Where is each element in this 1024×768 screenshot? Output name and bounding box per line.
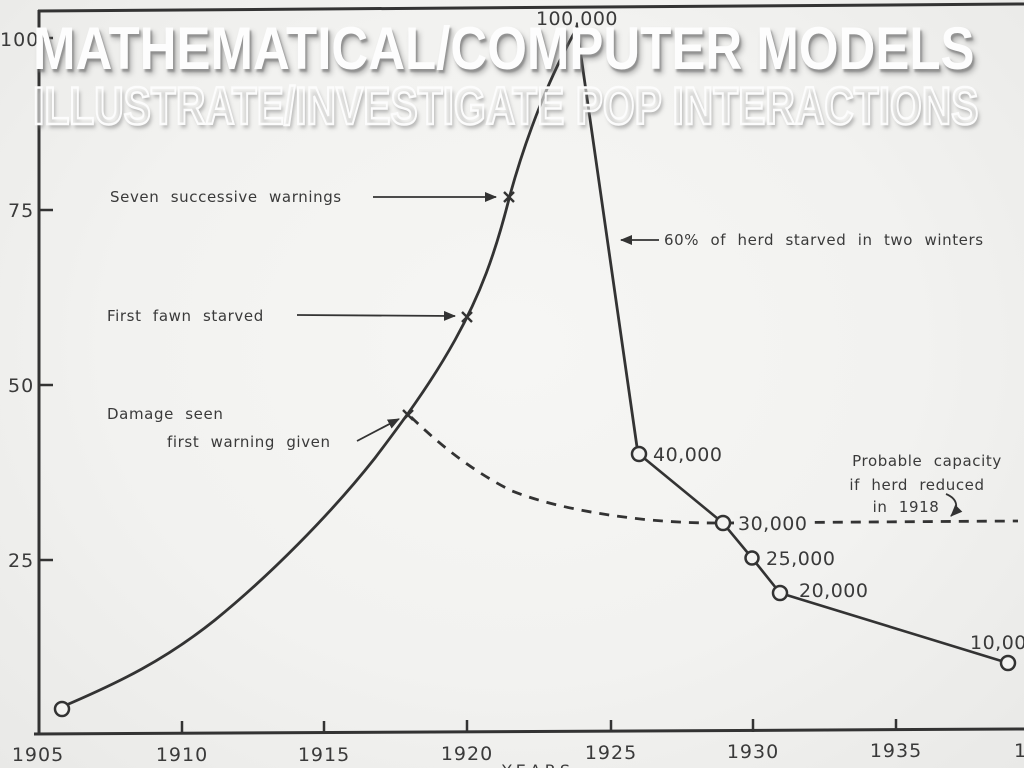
point-1931-20000 [771, 584, 789, 602]
x-tick-label-1915: 1915 [298, 744, 350, 766]
slide-subtitle: ILLUSTRATE/INVESTIGATE POP INTERACTIONS [32, 77, 979, 136]
x-tick-label-1935: 1935 [870, 740, 922, 762]
annotation-capacity-line3: in 1918 [873, 498, 940, 516]
label-40000: 40,000 [653, 444, 722, 466]
label-25000: 25,000 [766, 548, 835, 570]
x-tick-label-1905: 1905 [12, 744, 64, 766]
label-100000: 100,000 [536, 8, 618, 30]
point-1926-40000 [630, 445, 648, 463]
x-marker-1922 [503, 191, 515, 203]
label-20000: 20,000 [799, 580, 868, 602]
point-1929-30000 [714, 514, 732, 532]
y-tick-label-50: 50 [8, 375, 34, 397]
annotation-damage-line2: first warning given [167, 433, 331, 451]
annotation-damage-line1: Damage seen [107, 405, 223, 423]
x-axis [33, 727, 1024, 736]
annotation-starved: 60% of herd starved in two winters [664, 231, 984, 249]
x-axis-title: YEARS [501, 761, 574, 768]
x-tick-label-1910: 1910 [156, 744, 208, 766]
slide-title: MATHEMATICAL/COMPUTER MODELS [33, 15, 975, 82]
label-mask-30000 [734, 511, 814, 534]
y-tick-label-100: 100 [0, 29, 39, 51]
top-border-line [37, 2, 1024, 13]
annotation-seven-warnings: Seven successive warnings [110, 188, 342, 206]
x-tick-label-1920: 1920 [441, 743, 493, 765]
annotation-first-fawn: First fawn starved [107, 307, 264, 325]
arrow-capacity-hook [945, 493, 963, 517]
x-tick-label-1925: 1925 [585, 742, 637, 764]
annotation-capacity-line2: if herd reduced [849, 476, 984, 494]
label-10000: 10,000 [970, 632, 1024, 654]
x-tick-label-1930: 1930 [727, 741, 779, 763]
x-tick-label-1940-partial: 1 [1014, 740, 1024, 762]
x-marker-1920 [461, 311, 473, 323]
y-tick-label-75: 75 [8, 200, 34, 222]
label-30000: 30,000 [738, 513, 807, 535]
x-marker-1918 [402, 409, 414, 421]
point-1939-10000 [999, 654, 1017, 672]
y-tick-label-25: 25 [8, 550, 34, 572]
point-1906-4000 [53, 700, 71, 718]
arrow-damage-seen [356, 418, 400, 442]
probable-capacity-dashed-line [410, 415, 1019, 525]
point-1930-25000 [744, 550, 760, 566]
arrow-first-fawn [296, 310, 456, 321]
annotation-capacity-line1: Probable capacity [852, 452, 1002, 470]
